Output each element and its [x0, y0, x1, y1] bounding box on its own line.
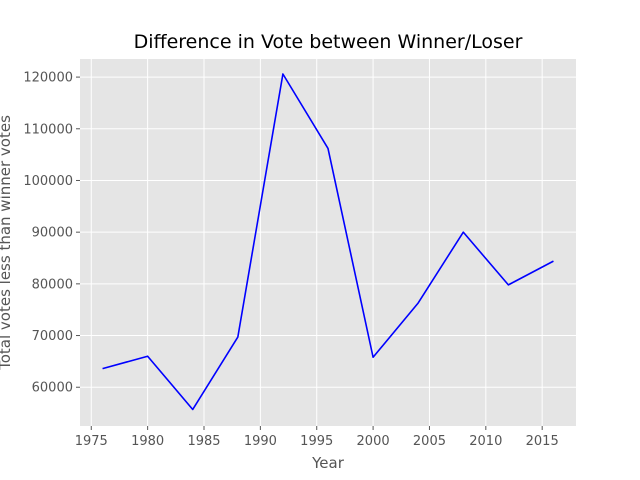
- y-tick-label: 60000: [32, 381, 73, 396]
- x-tick-label: 1980: [131, 434, 164, 449]
- x-tick-label: 2000: [357, 434, 390, 449]
- y-tick-label: 80000: [32, 277, 73, 292]
- x-tick-label: 1985: [187, 434, 220, 449]
- y-tick-label: 120000: [23, 71, 73, 86]
- x-tick-label: 2005: [413, 434, 446, 449]
- x-axis-label: Year: [311, 454, 345, 472]
- series-group: [102, 73, 554, 411]
- x-axis-ticks: 1975 1980 1985 1990 1995 2000 2005 2010 2015: [75, 426, 559, 449]
- y-axis-label: Total votes less than winner votes: [0, 115, 14, 371]
- x-tick-label: 2010: [469, 434, 502, 449]
- grid-lines: [80, 59, 576, 426]
- y-axis-ticks: 60000 70000 80000 90000 100000 110000 120000: [23, 71, 80, 396]
- x-tick-label: 1975: [75, 434, 108, 449]
- y-tick-label: 90000: [32, 226, 73, 241]
- chart-title: Difference in Vote between Winner/Loser: [134, 31, 523, 53]
- y-tick-label: 100000: [23, 174, 73, 189]
- x-tick-label: 1995: [300, 434, 333, 449]
- plot-background: [80, 59, 576, 426]
- x-tick-label: 1990: [244, 434, 277, 449]
- x-tick-label: 2015: [526, 434, 559, 449]
- y-tick-label: 70000: [32, 329, 73, 344]
- y-tick-label: 110000: [23, 122, 73, 137]
